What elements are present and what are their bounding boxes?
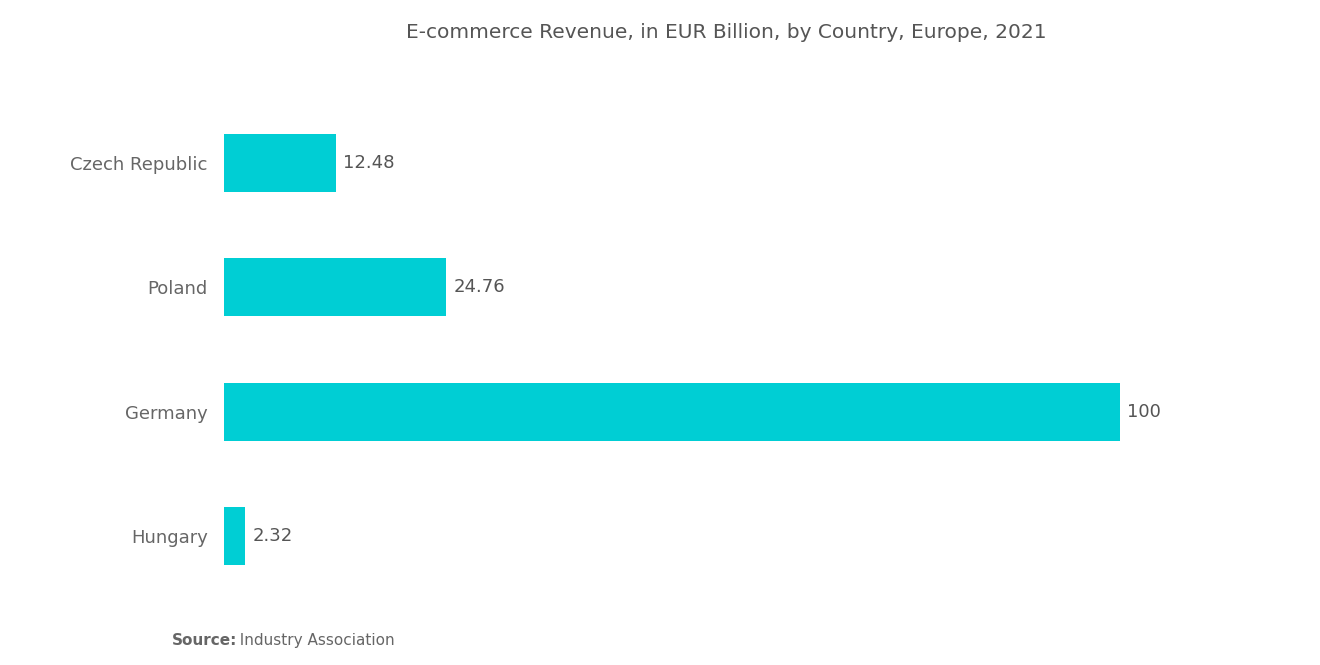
Bar xyxy=(224,134,337,192)
Text: 24.76: 24.76 xyxy=(453,278,506,297)
Text: Source:: Source: xyxy=(172,633,238,648)
Bar xyxy=(224,507,246,565)
Text: 100: 100 xyxy=(1127,403,1162,421)
Text: 2.32: 2.32 xyxy=(252,527,293,545)
Text: Industry Association: Industry Association xyxy=(230,633,395,648)
Title: E-commerce Revenue, in EUR Billion, by Country, Europe, 2021: E-commerce Revenue, in EUR Billion, by C… xyxy=(405,23,1047,42)
Bar xyxy=(224,383,1121,441)
Bar xyxy=(224,258,446,317)
Text: 12.48: 12.48 xyxy=(343,154,395,172)
